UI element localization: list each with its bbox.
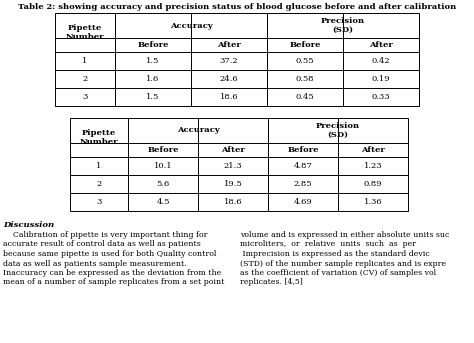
Text: 1.23: 1.23 [364, 162, 383, 170]
Text: Discussion: Discussion [3, 221, 54, 229]
Text: Precision
(SD): Precision (SD) [316, 122, 360, 139]
Text: 2: 2 [82, 75, 88, 83]
Text: Accuracy: Accuracy [170, 22, 212, 29]
Text: 0.58: 0.58 [296, 75, 314, 83]
Text: Pipette
Number: Pipette Number [66, 24, 104, 41]
Text: data as well as patients sample measurement.: data as well as patients sample measurem… [3, 260, 187, 268]
Text: 3: 3 [96, 198, 102, 206]
Text: Precision
(SD): Precision (SD) [321, 17, 365, 34]
Text: Pipette
Number: Pipette Number [80, 129, 118, 146]
Text: 4.87: 4.87 [293, 162, 312, 170]
Text: Before: Before [137, 41, 169, 49]
Text: After: After [217, 41, 241, 49]
Text: 0.45: 0.45 [296, 93, 314, 101]
Text: 0.33: 0.33 [372, 93, 390, 101]
Text: as the coefficient of variation (CV) of samples vol: as the coefficient of variation (CV) of … [240, 269, 436, 277]
Text: 1.5: 1.5 [146, 57, 160, 65]
Text: 19.5: 19.5 [224, 180, 242, 188]
Text: 5.6: 5.6 [156, 180, 170, 188]
Text: After: After [361, 146, 385, 154]
Text: After: After [221, 146, 245, 154]
Text: Accuracy: Accuracy [177, 127, 219, 134]
Text: Inaccuracy can be expressed as the deviation from the: Inaccuracy can be expressed as the devia… [3, 269, 221, 277]
Text: 0.89: 0.89 [364, 180, 383, 188]
Text: because same pipette is used for both Quality control: because same pipette is used for both Qu… [3, 250, 216, 258]
Bar [55, 13, 419, 106]
Text: accurate result of control data as well as patients: accurate result of control data as well … [3, 240, 201, 248]
Text: 0.19: 0.19 [372, 75, 390, 83]
Text: 18.6: 18.6 [224, 198, 242, 206]
Text: 10.1: 10.1 [154, 162, 173, 170]
Text: Before: Before [147, 146, 179, 154]
Text: 2: 2 [96, 180, 101, 188]
Text: 2.85: 2.85 [294, 180, 312, 188]
Text: 0.55: 0.55 [296, 57, 314, 65]
Text: volume and is expressed in either absolute units suc: volume and is expressed in either absolu… [240, 231, 449, 239]
Text: Calibration of pipette is very important thing for: Calibration of pipette is very important… [3, 231, 208, 239]
Text: After: After [369, 41, 393, 49]
Text: Imprecision is expressed as the standard devic: Imprecision is expressed as the standard… [240, 250, 430, 258]
Text: 0.42: 0.42 [372, 57, 390, 65]
Text: 4.5: 4.5 [156, 198, 170, 206]
Bar [70, 118, 408, 211]
Text: 21.3: 21.3 [224, 162, 242, 170]
Text: microliters,  or  relative  units  such  as  per: microliters, or relative units such as p… [240, 240, 416, 248]
Text: Before: Before [289, 41, 321, 49]
Text: 1: 1 [96, 162, 102, 170]
Text: Table 2: showing accuracy and precision status of blood glucose before and after: Table 2: showing accuracy and precision … [18, 3, 456, 11]
Text: (STD) of the number sample replicates and is expre: (STD) of the number sample replicates an… [240, 260, 446, 268]
Text: 24.6: 24.6 [219, 75, 238, 83]
Text: 4.69: 4.69 [293, 198, 312, 206]
Text: 1.36: 1.36 [364, 198, 383, 206]
Text: mean of a number of sample replicates from a set point: mean of a number of sample replicates fr… [3, 279, 224, 286]
Text: 37.2: 37.2 [219, 57, 238, 65]
Text: 18.6: 18.6 [219, 93, 238, 101]
Text: Before: Before [287, 146, 319, 154]
Text: 3: 3 [82, 93, 88, 101]
Text: 1.5: 1.5 [146, 93, 160, 101]
Text: 1: 1 [82, 57, 88, 65]
Text: 1.6: 1.6 [146, 75, 160, 83]
Text: replicates. [4,5]: replicates. [4,5] [240, 279, 303, 286]
